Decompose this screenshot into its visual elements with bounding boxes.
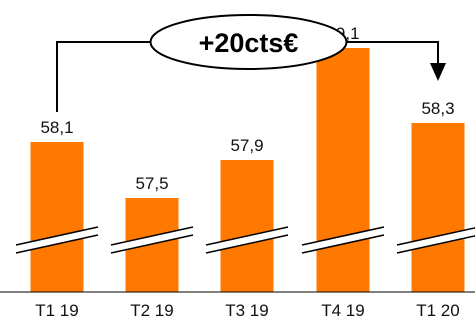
axis-break-line-2a xyxy=(110,226,194,246)
bars-group xyxy=(30,48,465,292)
bar-4 xyxy=(316,48,370,292)
change-annotation: +20cts€ xyxy=(56,14,446,112)
tick-label-1: T1 19 xyxy=(35,301,78,320)
annotation-bubble xyxy=(149,14,348,70)
axis-break-line-5a xyxy=(396,227,475,246)
tick-label-5: T1 20 xyxy=(416,301,459,320)
axis-break-line-4a xyxy=(301,226,385,246)
value-label-5: 58,3 xyxy=(421,99,454,118)
axis-break-gap-3 xyxy=(206,227,288,253)
axis-break-line-5b xyxy=(396,235,475,254)
axis-break-line-3b xyxy=(205,234,289,254)
axis-breaks-group xyxy=(15,226,475,254)
axis-break-gap-2 xyxy=(111,227,193,253)
axis-break-line-1a xyxy=(15,226,99,246)
tick-label-4: T4 19 xyxy=(321,301,364,320)
axis-break-line-1b xyxy=(15,234,99,254)
tick-labels-group: T1 19 T2 19 T3 19 T4 19 T1 20 xyxy=(35,301,459,320)
tick-label-2: T2 19 xyxy=(130,301,173,320)
bar-1 xyxy=(30,142,84,292)
annotation-text: +20cts€ xyxy=(199,28,299,58)
axis-break-gap-5 xyxy=(397,227,475,253)
axis-break-gap-4 xyxy=(302,227,384,253)
tick-label-3: T3 19 xyxy=(225,301,268,320)
axis-break-line-2b xyxy=(110,234,194,254)
axis-break-line-3a xyxy=(205,226,289,246)
value-label-3: 57,9 xyxy=(230,136,263,155)
bar-3 xyxy=(220,160,274,292)
arrow-down-icon xyxy=(430,63,446,81)
axis-break-line-4b xyxy=(301,234,385,254)
bar-5 xyxy=(411,123,465,292)
value-label-1: 58,1 xyxy=(40,118,73,137)
value-label-2: 57,5 xyxy=(135,174,168,193)
axis-break-gap-1 xyxy=(16,227,98,253)
